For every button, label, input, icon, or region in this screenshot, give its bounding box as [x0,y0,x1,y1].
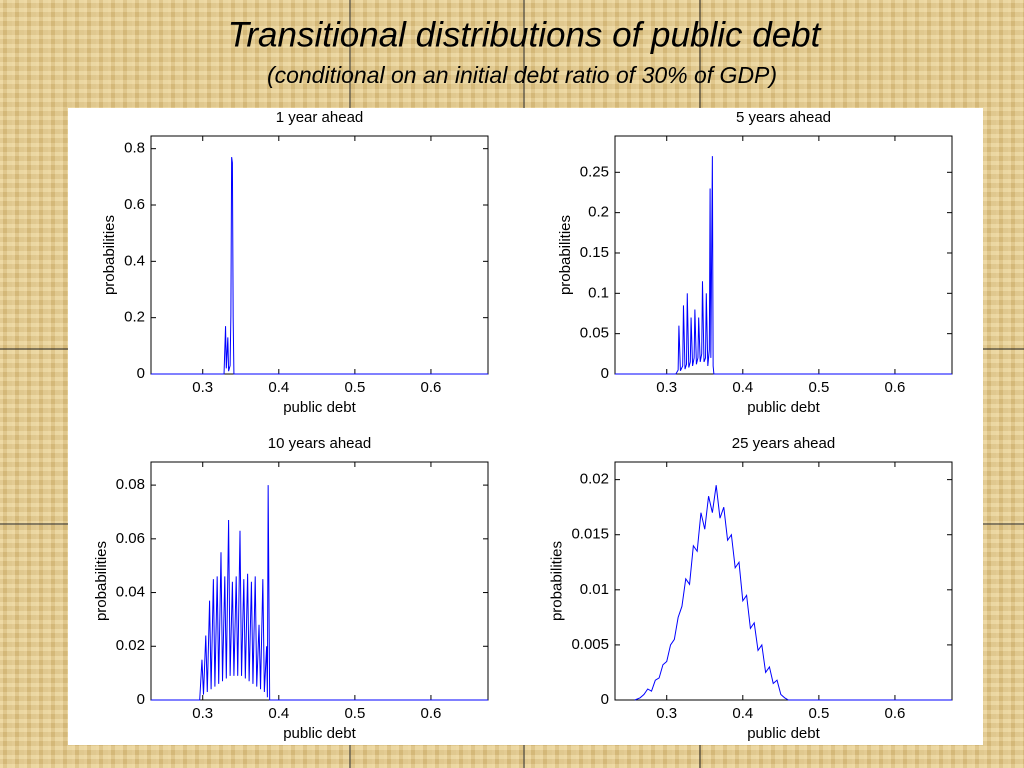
data-line [634,485,952,701]
plot-area [614,135,953,375]
plot-area [150,461,489,701]
y-tick-label: 0.005 [571,636,609,653]
data-line [151,485,488,701]
chart-title: 25 years ahead [732,435,835,452]
y-tick-label: 0.02 [580,471,609,488]
y-tick-label: 0.01 [580,581,609,598]
data-line [151,157,488,375]
x-tick-label: 0.6 [885,705,906,722]
x-tick-label: 0.6 [885,379,906,396]
x-tick-label: 0.5 [808,705,829,722]
x-axis-label: public debt [747,399,820,416]
data-line [615,156,952,375]
y-tick-label: 0.15 [580,244,609,261]
y-tick-label: 0.04 [116,584,145,601]
y-tick-label: 0 [601,691,609,708]
x-axis-label: public debt [747,725,820,742]
x-tick-label: 0.6 [421,705,442,722]
y-tick-label: 0 [601,365,609,382]
x-tick-label: 0.3 [192,705,213,722]
y-tick-label: 0.6 [124,196,145,213]
x-tick-label: 0.5 [344,379,365,396]
x-tick-label: 0.6 [421,379,442,396]
y-tick-label: 0 [137,691,145,708]
y-tick-label: 0.1 [588,284,609,301]
y-axis-label: probabilities [93,541,110,621]
x-tick-label: 0.5 [344,705,365,722]
y-tick-label: 0.015 [571,526,609,543]
x-tick-label: 0.4 [732,379,753,396]
chart-title: 1 year ahead [276,109,364,126]
y-tick-label: 0.8 [124,140,145,157]
y-tick-label: 0 [137,365,145,382]
plot-area [614,461,953,701]
x-tick-label: 0.4 [268,705,289,722]
y-tick-label: 0.2 [124,309,145,326]
y-tick-label: 0.25 [580,163,609,180]
x-tick-label: 0.3 [192,379,213,396]
chart-title: 10 years ahead [268,435,371,452]
x-axis-label: public debt [283,399,356,416]
y-axis-label: probabilities [557,215,574,295]
x-tick-label: 0.4 [732,705,753,722]
chart-title: 5 years ahead [736,109,831,126]
x-tick-label: 0.5 [808,379,829,396]
y-axis-label: probabilities [101,215,118,295]
slide-title: Transitional distributions of public deb… [228,15,822,54]
y-tick-label: 0.02 [116,637,145,654]
y-axis-label: probabilities [548,541,565,621]
y-tick-label: 0.4 [124,252,145,269]
x-tick-label: 0.3 [656,705,677,722]
x-tick-label: 0.4 [268,379,289,396]
slide-subtitle: (conditional on an initial debt ratio of… [267,62,777,88]
x-tick-label: 0.3 [656,379,677,396]
y-tick-label: 0.06 [116,530,145,547]
x-axis-label: public debt [283,725,356,742]
plot-area [150,135,489,375]
y-tick-label: 0.08 [116,476,145,493]
y-tick-label: 0.2 [588,204,609,221]
y-tick-label: 0.05 [580,325,609,342]
